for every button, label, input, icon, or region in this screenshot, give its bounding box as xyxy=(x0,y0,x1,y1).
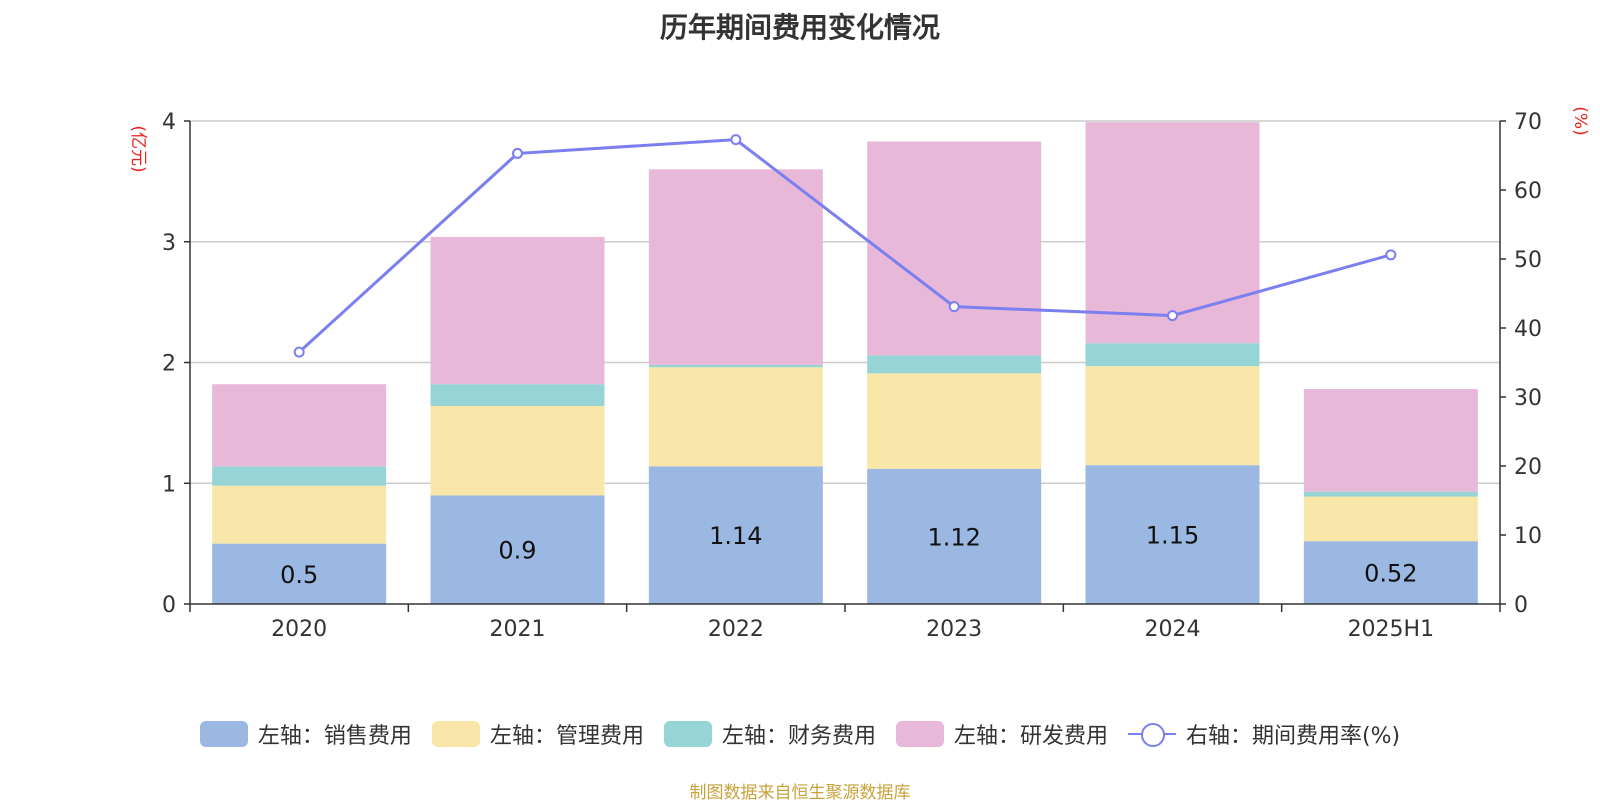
bar-segment xyxy=(430,495,605,604)
legend-swatch-finance xyxy=(663,721,712,747)
x-axis-tick-label: 2025H1 xyxy=(1348,617,1435,642)
x-axis-tick-label: 2021 xyxy=(490,617,546,642)
legend-label-rate: 右轴：期间费用率(%) xyxy=(1185,724,1401,749)
bar-value-label: 1.12 xyxy=(927,523,980,551)
right-axis-tick-label: 70 xyxy=(1514,110,1542,135)
legend-label-rnd: 左轴：研发费用 xyxy=(953,724,1108,749)
grid-lines xyxy=(190,120,1500,484)
bar-segment xyxy=(430,384,605,406)
bar-segment xyxy=(212,466,387,486)
rate-line xyxy=(298,138,1392,354)
right-axis-tick-label: 30 xyxy=(1514,386,1542,411)
bar-segment xyxy=(212,543,387,604)
bar-value-label: 1.15 xyxy=(1146,522,1199,550)
right-axis-tick-label: 0 xyxy=(1514,593,1528,618)
right-axis-tick-label: 60 xyxy=(1514,179,1542,204)
data-labels: 0.5 0.9 1.14 1.12 1.15 0.52 xyxy=(280,522,1417,589)
legend-item-rate[interactable]: 右轴：期间费用率(%) xyxy=(1127,718,1401,750)
bar-segment xyxy=(212,384,387,467)
x-axis-tick-label: 2020 xyxy=(271,617,327,642)
rate-point xyxy=(948,301,960,313)
right-axis-tick-label: 40 xyxy=(1514,317,1542,342)
left-axis-tick-label: 4 xyxy=(162,110,176,135)
source-note: 制图数据来自恒生聚源数据库 xyxy=(689,783,911,803)
bar-segment xyxy=(1303,541,1478,604)
right-axis-tick-label: 20 xyxy=(1514,455,1542,480)
legend-item-sales[interactable]: 左轴：销售费用 xyxy=(199,718,412,750)
left-axis-tick-label: 1 xyxy=(162,472,176,497)
bar-segment xyxy=(1085,465,1260,604)
bar-segment xyxy=(212,485,387,544)
bar-value-label: 1.14 xyxy=(709,522,762,550)
legend-swatch-admin xyxy=(431,721,480,747)
rate-point xyxy=(1167,310,1178,322)
bar-segment xyxy=(867,373,1042,469)
bar-segment xyxy=(648,367,823,467)
bar-segment xyxy=(648,169,823,365)
rate-point xyxy=(1385,249,1397,261)
x-axis-tick-label: 2023 xyxy=(926,617,982,642)
bar-segment xyxy=(1303,389,1478,492)
left-axis-tick-label: 3 xyxy=(162,231,176,256)
left-axis-tick-label: 0 xyxy=(162,593,176,618)
legend-label-sales: 左轴：销售费用 xyxy=(257,724,412,749)
rate-point xyxy=(512,147,523,159)
x-axis-tick-label: 2022 xyxy=(708,617,764,642)
bar-segment xyxy=(430,405,605,496)
bar-segment xyxy=(1303,491,1478,497)
right-axis-tick-label: 50 xyxy=(1514,248,1542,273)
bar-segment xyxy=(1085,343,1260,367)
chart-title: 历年期间费用变化情况 xyxy=(659,11,940,44)
bar-segment xyxy=(1303,496,1478,542)
bar-segment xyxy=(1085,366,1260,466)
bar-segment xyxy=(430,236,605,385)
right-axis-tick-label: 10 xyxy=(1514,524,1542,549)
rate-line-group xyxy=(293,134,1397,358)
right-axis-unit-label: (%) xyxy=(1570,106,1590,135)
legend-item-admin[interactable]: 左轴：管理费用 xyxy=(431,718,644,750)
rate-point xyxy=(730,134,742,146)
bar-value-label: 0.52 xyxy=(1364,560,1417,588)
left-axis-tick-label: 2 xyxy=(162,352,176,377)
left-axis-unit-label: (亿元) xyxy=(128,125,148,172)
bar-segment xyxy=(867,355,1042,374)
bar-segment xyxy=(648,466,823,604)
bar-segment xyxy=(648,364,823,368)
legend-item-finance[interactable]: 左轴：财务费用 xyxy=(663,718,876,750)
x-axis-tick-label: 2024 xyxy=(1145,617,1201,642)
legend-item-rnd[interactable]: 左轴：研发费用 xyxy=(895,718,1108,750)
legend: 左轴：销售费用 左轴：管理费用 左轴：财务费用 左轴：研发费用 右轴：期间费用率… xyxy=(0,718,1600,750)
bar-group xyxy=(212,122,1478,604)
bar-value-label: 0.9 xyxy=(498,537,536,565)
legend-label-admin: 左轴：管理费用 xyxy=(489,724,644,749)
bar-segment xyxy=(867,141,1042,356)
legend-swatch-sales xyxy=(199,721,248,747)
legend-label-finance: 左轴：财务费用 xyxy=(721,724,876,749)
bar-segment xyxy=(1085,122,1260,344)
legend-line-marker-icon xyxy=(1127,721,1176,747)
legend-swatch-rnd xyxy=(895,721,944,747)
bar-value-label: 0.5 xyxy=(280,561,318,589)
rate-point xyxy=(293,346,305,358)
bar-segment xyxy=(867,468,1042,604)
